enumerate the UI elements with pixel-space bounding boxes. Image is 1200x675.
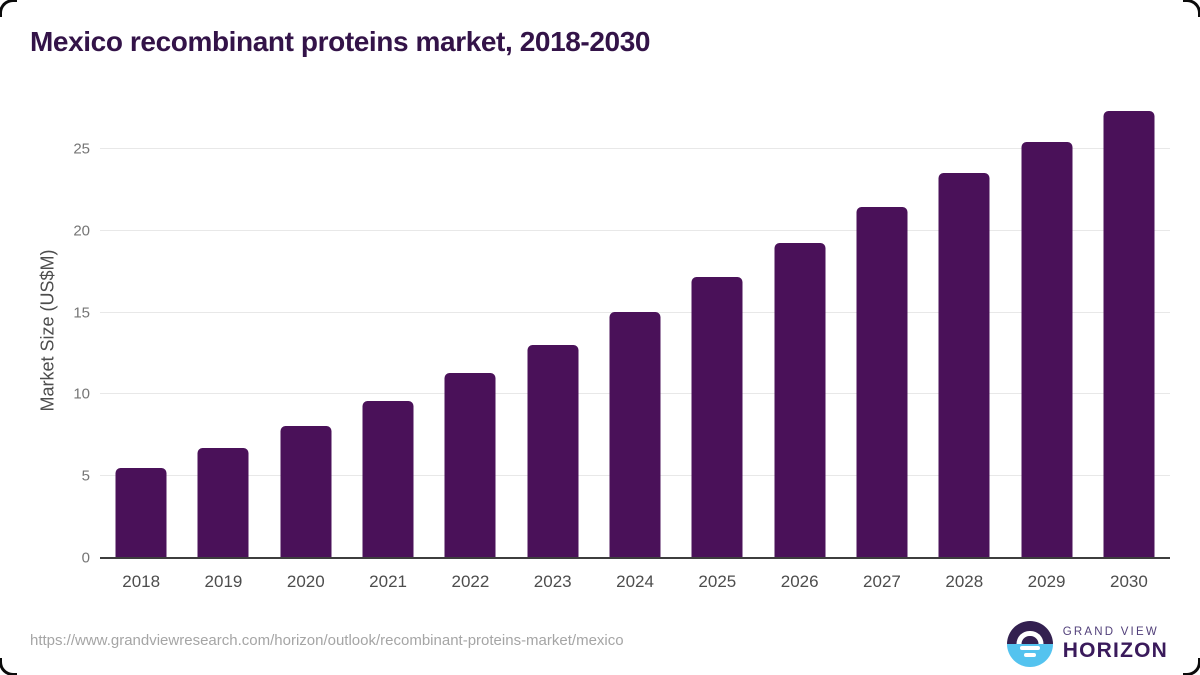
bar-cell-2026 bbox=[759, 100, 841, 558]
x-tick-label-2024: 2024 bbox=[616, 572, 654, 591]
bars-container bbox=[100, 100, 1170, 558]
bar-cell-2018 bbox=[100, 100, 182, 558]
bar-2027 bbox=[856, 207, 908, 558]
y-tick-label-20: 20 bbox=[73, 222, 90, 240]
x-axis-tick-labels: 2018 2019 2020 2021 2022 2023 2024 2025 2026 2027… bbox=[100, 572, 1170, 592]
frame-corner-bottom-right bbox=[1183, 658, 1200, 675]
bar-2020 bbox=[280, 425, 332, 558]
x-tick-label-2028: 2028 bbox=[945, 572, 984, 591]
bar-cell-2022 bbox=[429, 100, 511, 558]
x-tick-label-2020: 2020 bbox=[286, 572, 325, 591]
logo-product-name: HORIZON bbox=[1062, 638, 1168, 662]
bar-2021 bbox=[362, 400, 414, 558]
bar-cell-2019 bbox=[182, 100, 264, 558]
y-tick-label-10: 10 bbox=[73, 385, 90, 403]
x-tick-label-2023: 2023 bbox=[533, 572, 572, 591]
plot-area bbox=[100, 100, 1170, 559]
bar-2029 bbox=[1021, 141, 1073, 558]
x-axis-line bbox=[100, 557, 1170, 559]
frame-corner-top-right bbox=[1183, 0, 1200, 17]
y-tick-label-0: 0 bbox=[81, 549, 90, 567]
bar-2025 bbox=[691, 277, 743, 558]
x-tick-label-2026: 2026 bbox=[780, 572, 819, 591]
x-tick-label-2019: 2019 bbox=[204, 572, 243, 591]
bar-cell-2023 bbox=[512, 100, 594, 558]
bar-cell-2027 bbox=[841, 100, 923, 558]
grand-view-horizon-logo: GRAND VIEW HORIZON bbox=[1006, 621, 1168, 667]
gridline-20 bbox=[100, 229, 1170, 231]
sun-arch-shape bbox=[1016, 631, 1044, 644]
bar-2018 bbox=[115, 468, 167, 558]
x-tick-label-2025: 2025 bbox=[698, 572, 737, 591]
logo-text: GRAND VIEW HORIZON bbox=[1063, 626, 1168, 662]
bar-2030 bbox=[1103, 111, 1155, 558]
bar-2024 bbox=[609, 311, 661, 558]
y-tick-label-15: 15 bbox=[73, 304, 90, 322]
reflection-bar bbox=[1023, 653, 1036, 657]
bar-cell-2025 bbox=[676, 100, 758, 558]
bar-2028 bbox=[938, 172, 990, 558]
x-tick-label-2027: 2027 bbox=[863, 572, 901, 591]
y-tick-label-25: 25 bbox=[73, 140, 90, 158]
x-tick-label-2021: 2021 bbox=[369, 572, 407, 591]
bar-2026 bbox=[774, 243, 826, 558]
chart-title: Mexico recombinant proteins market, 2018… bbox=[30, 26, 651, 57]
bar-2022 bbox=[444, 373, 496, 558]
sunrise-horizon-icon bbox=[1006, 621, 1053, 667]
y-axis-tick-labels: 0 5 10 15 20 25 bbox=[30, 100, 90, 567]
x-tick-label-2030: 2030 bbox=[1109, 572, 1148, 591]
bar-cell-2028 bbox=[923, 100, 1005, 558]
source-url: https://www.grandviewresearch.com/horizo… bbox=[30, 632, 624, 649]
x-tick-label-2022: 2022 bbox=[451, 572, 490, 591]
bar-2023 bbox=[527, 344, 579, 558]
bar-cell-2021 bbox=[347, 100, 429, 558]
bar-2019 bbox=[197, 448, 249, 558]
frame-corner-top-left bbox=[0, 0, 17, 17]
x-tick-label-2029: 2029 bbox=[1027, 572, 1066, 591]
y-tick-label-5: 5 bbox=[81, 467, 90, 485]
frame-corner-bottom-left bbox=[0, 658, 17, 675]
x-tick-label-2018: 2018 bbox=[122, 572, 161, 591]
bar-cell-2024 bbox=[594, 100, 676, 558]
bar-cell-2020 bbox=[265, 100, 347, 558]
reflection-bar bbox=[1019, 646, 1040, 650]
bar-cell-2030 bbox=[1088, 100, 1170, 558]
gridline-25 bbox=[100, 148, 1170, 150]
logo-brand-name: GRAND VIEW bbox=[1062, 626, 1159, 639]
bar-cell-2029 bbox=[1005, 100, 1087, 558]
